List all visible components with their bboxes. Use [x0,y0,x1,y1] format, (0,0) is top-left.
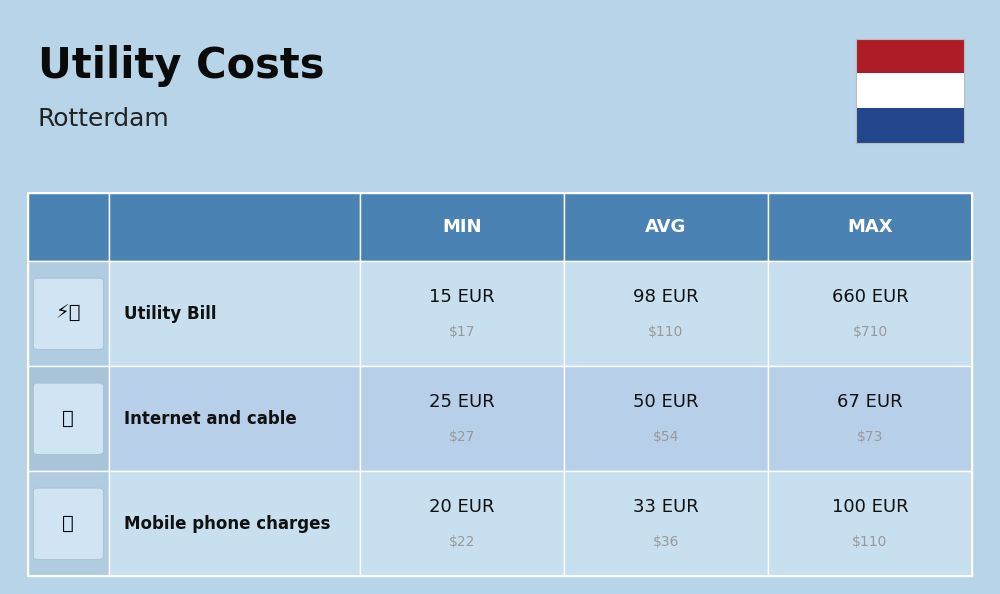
Text: 33 EUR: 33 EUR [633,498,699,516]
Bar [856,108,964,143]
Bar [360,471,564,576]
Bar [564,193,768,261]
Text: Internet and cable: Internet and cable [124,410,296,428]
Text: 25 EUR: 25 EUR [429,393,495,411]
Bar [856,39,964,143]
Bar [564,261,768,366]
Bar [109,193,360,261]
Text: $110: $110 [852,535,888,548]
Bar [564,366,768,471]
Bar [856,73,964,108]
Text: 50 EUR: 50 EUR [633,393,699,411]
Bar [28,261,109,366]
Text: MAX: MAX [847,218,893,236]
Text: ⚡🔧: ⚡🔧 [56,304,81,323]
Text: Mobile phone charges: Mobile phone charges [124,515,330,533]
Text: 📶: 📶 [62,409,74,428]
Bar [360,193,564,261]
Bar [28,366,109,471]
Bar [109,261,360,366]
Bar [768,471,972,576]
Text: $54: $54 [653,429,679,444]
Bar [28,193,972,576]
Text: $710: $710 [852,325,888,339]
FancyBboxPatch shape [33,488,103,560]
Text: 15 EUR: 15 EUR [429,288,495,306]
Bar [109,366,360,471]
Bar [768,366,972,471]
Text: 20 EUR: 20 EUR [429,498,495,516]
Text: Rotterdam: Rotterdam [38,107,170,131]
Text: $73: $73 [857,429,883,444]
Bar [768,261,972,366]
Text: 67 EUR: 67 EUR [837,393,903,411]
Text: $27: $27 [449,429,475,444]
Text: $110: $110 [648,325,684,339]
Bar [856,39,964,73]
FancyBboxPatch shape [33,278,103,349]
Text: 98 EUR: 98 EUR [633,288,699,306]
Text: Utility Costs: Utility Costs [38,45,324,87]
Text: AVG: AVG [645,218,687,236]
Bar [768,193,972,261]
Bar [564,471,768,576]
Text: 100 EUR: 100 EUR [832,498,908,516]
FancyBboxPatch shape [33,383,103,454]
Text: 📱: 📱 [62,514,74,533]
Text: MIN: MIN [442,218,482,236]
Text: $36: $36 [653,535,679,548]
Text: $17: $17 [449,325,475,339]
Bar [109,471,360,576]
Bar [360,366,564,471]
Text: $22: $22 [449,535,475,548]
Bar [28,193,109,261]
Text: Utility Bill: Utility Bill [124,305,216,323]
Text: 660 EUR: 660 EUR [832,288,908,306]
Bar [28,471,109,576]
Bar [360,261,564,366]
